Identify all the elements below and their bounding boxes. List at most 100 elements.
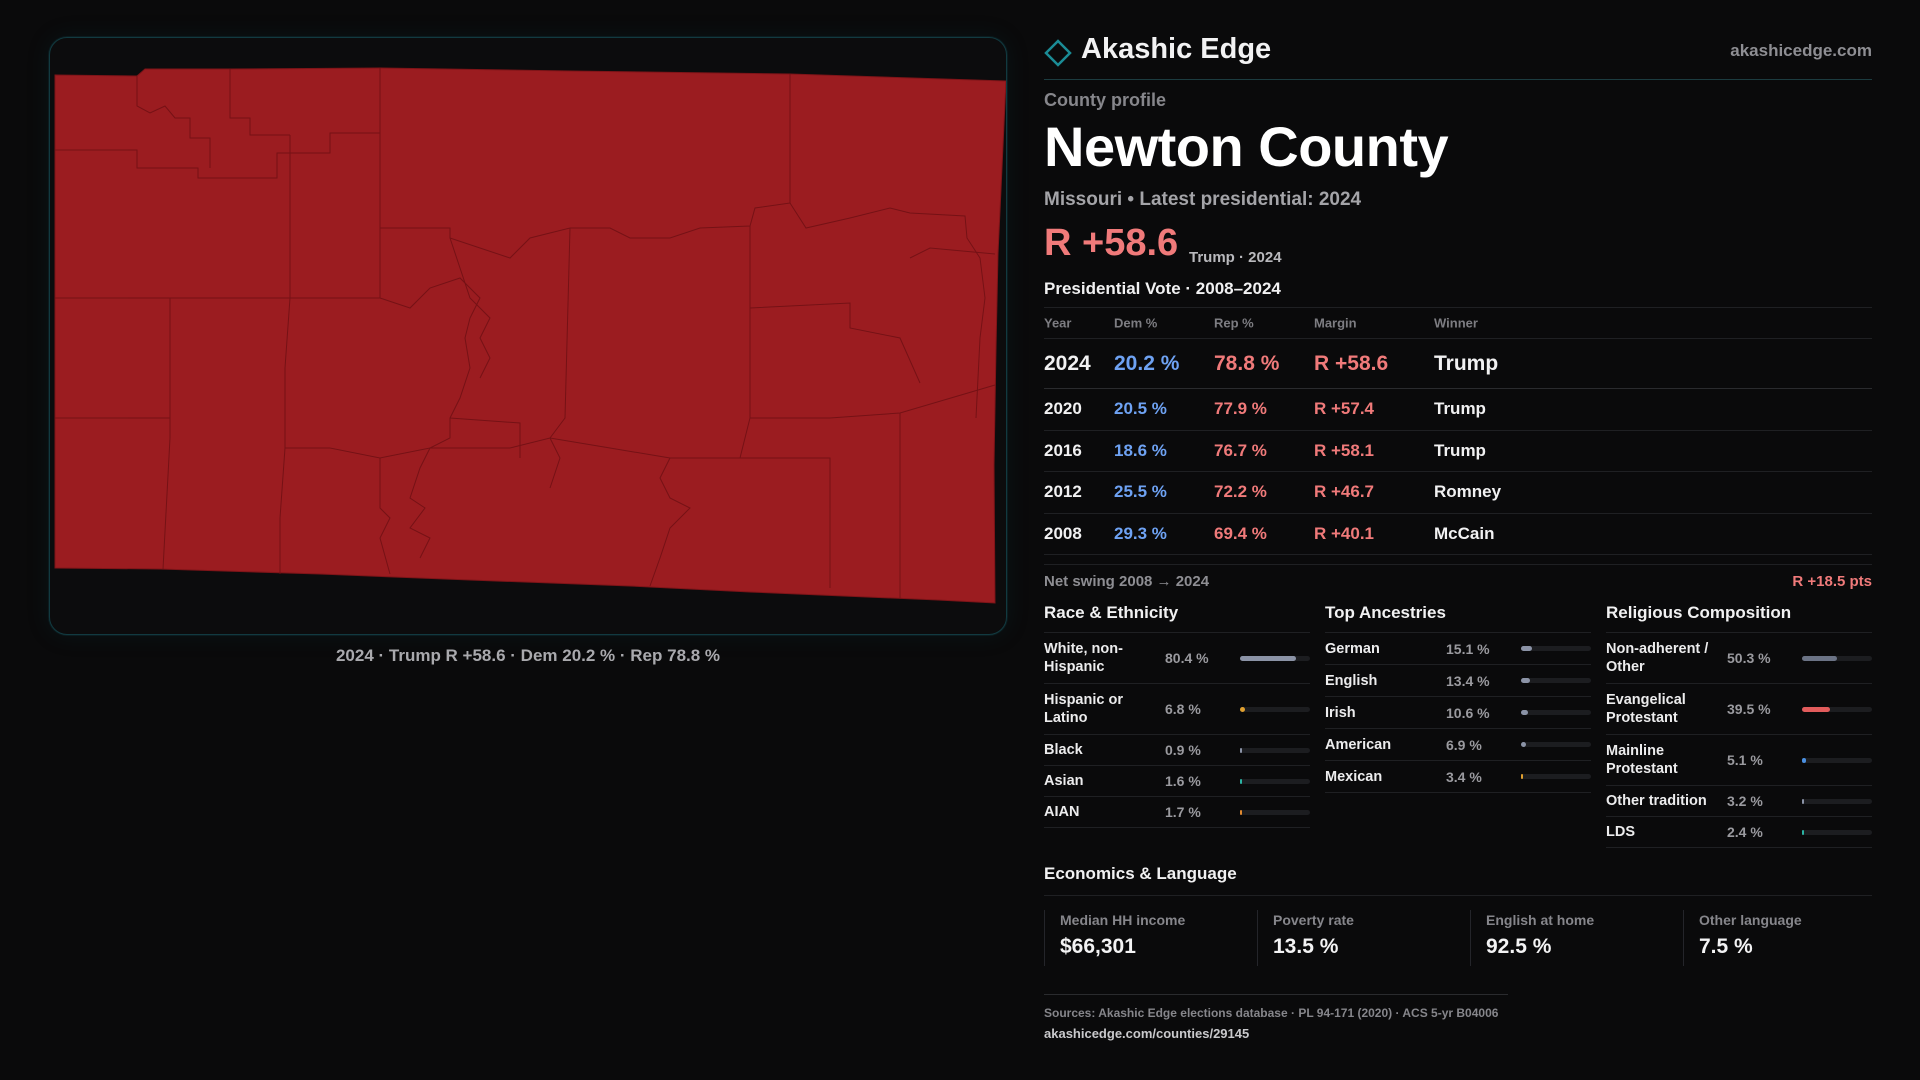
item-percent: 1.7 %: [1165, 804, 1201, 820]
item-label: Black: [1044, 742, 1083, 758]
ancestries-title: Top Ancestries: [1325, 603, 1591, 633]
row-winner: McCain: [1434, 523, 1495, 543]
row-year: 2016: [1044, 440, 1082, 460]
county-shape[interactable]: [54, 67, 1006, 604]
row-dem: 18.6 %: [1114, 440, 1167, 460]
bar-fill: [1240, 747, 1242, 753]
page-kicker: County profile: [1044, 90, 1166, 110]
list-item: AIAN 1.7 %: [1044, 797, 1310, 828]
county-map[interactable]: [50, 38, 1007, 635]
stat-label: Median HH income: [1060, 912, 1186, 928]
item-percent: 10.6 %: [1446, 704, 1490, 721]
religion-title: Religious Composition: [1606, 603, 1872, 633]
item-bar: [1521, 710, 1591, 715]
map-caption: 2024 · Trump R +58.6 · Dem 20.2 % · Rep …: [335, 646, 721, 665]
bar-fill: [1802, 706, 1830, 712]
stat-other-language: Other language 7.5 %: [1683, 910, 1883, 966]
item-label: White, non-Hispanic: [1044, 641, 1123, 675]
item-label: AIAN: [1044, 804, 1080, 820]
brand-name[interactable]: Akashic Edge: [1081, 33, 1272, 65]
row-winner: Trump: [1434, 399, 1486, 419]
stat-english-at-home: English at home 92.5 %: [1470, 910, 1670, 966]
row-margin: R +58.6: [1314, 351, 1389, 375]
headline-margin-sub: Trump · 2024: [1189, 249, 1282, 266]
item-percent: 39.5 %: [1727, 701, 1771, 717]
item-bar: [1802, 655, 1872, 661]
bar-fill: [1521, 742, 1526, 747]
religion-section: Religious Composition Non-adherent / Oth…: [1606, 603, 1872, 848]
row-rep: 69.4 %: [1214, 523, 1267, 543]
page-title: Newton County: [1044, 115, 1449, 178]
diamond-logo-icon: [1044, 39, 1072, 67]
list-item: Evangelical Protestant 39.5 %: [1606, 684, 1872, 735]
sources-url[interactable]: akashicedge.com/counties/29145: [1044, 1026, 1250, 1041]
bar-fill: [1240, 706, 1245, 712]
vote-table-header: Year Dem % Rep % Margin Winner: [1044, 308, 1872, 339]
item-label: American: [1325, 736, 1392, 753]
bar-fill: [1521, 710, 1529, 715]
list-item: Hispanic or Latino 6.8 %: [1044, 684, 1310, 735]
ancestries-section: Top Ancestries German 15.1 % English 13.…: [1325, 603, 1591, 793]
stat-label: English at home: [1486, 912, 1595, 928]
stat-value: 92.5 %: [1486, 935, 1552, 958]
item-bar: [1240, 706, 1310, 712]
item-percent: 3.2 %: [1727, 793, 1763, 809]
stat-value: 13.5 %: [1273, 935, 1339, 958]
stat-value: 7.5 %: [1699, 935, 1753, 958]
item-bar: [1802, 798, 1872, 804]
stat-label: Other language: [1699, 912, 1802, 928]
economics-title: Economics & Language: [1044, 864, 1872, 896]
net-swing-label: Net swing 2008 → 2024: [1044, 573, 1210, 590]
row-dem: 20.2 %: [1114, 351, 1180, 375]
item-label: Non-adherent / Other: [1606, 641, 1709, 675]
brand-url[interactable]: akashicedge.com: [1730, 41, 1872, 60]
row-dem: 29.3 %: [1114, 523, 1167, 543]
bar-fill: [1802, 757, 1806, 763]
row-dem: 25.5 %: [1114, 482, 1167, 502]
item-label: Other tradition: [1606, 793, 1707, 809]
race-ethnicity-title: Race & Ethnicity: [1044, 603, 1310, 633]
stat-label: Poverty rate: [1273, 912, 1354, 928]
stat-value: $66,301: [1060, 935, 1136, 958]
table-row: 2012 25.5 % 72.2 % R +46.7 Romney: [1044, 472, 1872, 514]
item-percent: 15.1 %: [1446, 640, 1490, 657]
bar-fill: [1240, 809, 1242, 815]
precinct-boundaries: [55, 68, 996, 598]
item-label: English: [1325, 672, 1378, 689]
header-rep: Rep %: [1214, 315, 1254, 331]
list-item: Mexican 3.4 %: [1325, 761, 1591, 793]
item-bar: [1240, 778, 1310, 784]
bar-fill: [1240, 655, 1297, 661]
brand-header: Akashic Edge akashicedge.com: [1044, 30, 1872, 80]
map-panel: [49, 37, 1007, 635]
table-row: 2024 20.2 % 78.8 % R +58.6 Trump: [1044, 339, 1872, 389]
row-rep: 77.9 %: [1214, 399, 1267, 419]
row-dem: 20.5 %: [1114, 399, 1167, 419]
item-bar: [1240, 655, 1310, 661]
item-bar: [1521, 646, 1591, 651]
item-label: Evangelical Protestant: [1606, 692, 1686, 726]
list-item: Asian 1.6 %: [1044, 766, 1310, 797]
list-item: Other tradition 3.2 %: [1606, 786, 1872, 817]
page-subtitle: Missouri • Latest presidential: 2024: [1044, 189, 1362, 210]
vote-table-title: Presidential Vote · 2008–2024: [1044, 279, 1281, 298]
item-bar: [1521, 678, 1591, 683]
sources-text: Sources: Akashic Edge elections database…: [1044, 1006, 1499, 1020]
row-year: 2024: [1044, 351, 1091, 375]
bar-fill: [1802, 655, 1838, 661]
item-label: Irish: [1325, 704, 1356, 721]
list-item: Mainline Protestant 5.1 %: [1606, 735, 1872, 786]
row-winner: Trump: [1434, 351, 1499, 375]
item-label: Hispanic or Latino: [1044, 692, 1123, 726]
headline-margin: R +58.6: [1044, 222, 1179, 264]
list-item: Irish 10.6 %: [1325, 697, 1591, 729]
list-item: German 15.1 %: [1325, 633, 1591, 665]
stat-median-income: Median HH income $66,301: [1044, 910, 1244, 966]
item-percent: 2.4 %: [1727, 824, 1763, 840]
stat-poverty-rate: Poverty rate 13.5 %: [1257, 910, 1457, 966]
item-label: LDS: [1606, 824, 1635, 840]
header-year: Year: [1044, 315, 1072, 331]
item-percent: 13.4 %: [1446, 672, 1490, 689]
item-percent: 6.9 %: [1446, 736, 1482, 753]
economics-grid: Median HH income $66,301 Poverty rate 13…: [1044, 910, 1872, 966]
